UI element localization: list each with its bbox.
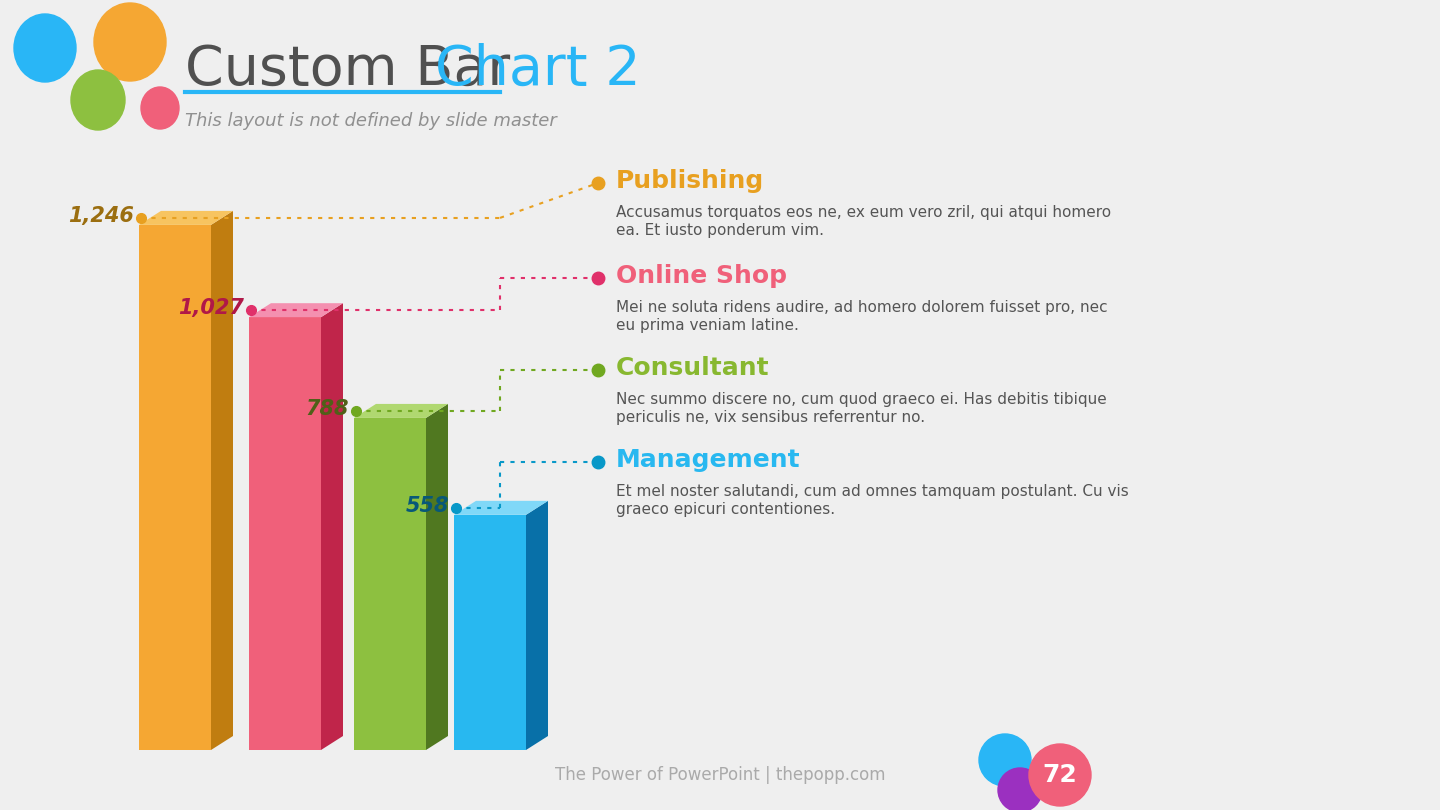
Text: Mei ne soluta ridens audire, ad homero dolorem fuisset pro, nec: Mei ne soluta ridens audire, ad homero d… (616, 300, 1107, 315)
Text: eu prima veniam latine.: eu prima veniam latine. (616, 318, 799, 333)
Polygon shape (426, 404, 448, 750)
Text: 788: 788 (305, 399, 348, 419)
Text: Custom Bar: Custom Bar (184, 43, 528, 97)
Text: The Power of PowerPoint | thepopp.com: The Power of PowerPoint | thepopp.com (554, 766, 886, 784)
Ellipse shape (94, 3, 166, 81)
Polygon shape (454, 501, 549, 515)
Ellipse shape (71, 70, 125, 130)
Text: Management: Management (616, 448, 801, 472)
Text: 72: 72 (1043, 763, 1077, 787)
Polygon shape (526, 501, 549, 750)
Ellipse shape (14, 14, 76, 82)
Text: 1,246: 1,246 (68, 206, 134, 226)
Bar (454, 515, 526, 750)
Text: Chart 2: Chart 2 (435, 43, 641, 97)
Ellipse shape (141, 87, 179, 129)
Polygon shape (212, 211, 233, 750)
Text: Consultant: Consultant (616, 356, 769, 380)
Text: Et mel noster salutandi, cum ad omnes tamquam postulant. Cu vis: Et mel noster salutandi, cum ad omnes ta… (616, 484, 1129, 499)
Bar (140, 225, 212, 750)
Polygon shape (321, 303, 343, 750)
Text: 558: 558 (406, 496, 449, 516)
Text: Publishing: Publishing (616, 169, 765, 193)
Text: Accusamus torquatos eos ne, ex eum vero zril, qui atqui homero: Accusamus torquatos eos ne, ex eum vero … (616, 205, 1112, 220)
Polygon shape (140, 211, 233, 225)
Text: Nec summo discere no, cum quod graeco ei. Has debitis tibique: Nec summo discere no, cum quod graeco ei… (616, 392, 1107, 407)
Ellipse shape (1030, 744, 1092, 806)
Text: graeco epicuri contentiones.: graeco epicuri contentiones. (616, 502, 835, 517)
Text: 1,027: 1,027 (179, 298, 243, 318)
Polygon shape (249, 303, 343, 318)
Text: periculis ne, vix sensibus referrentur no.: periculis ne, vix sensibus referrentur n… (616, 410, 924, 425)
Text: ea. Et iusto ponderum vim.: ea. Et iusto ponderum vim. (616, 223, 824, 238)
Bar (354, 418, 426, 750)
Bar (249, 318, 321, 750)
Text: This layout is not defined by slide master: This layout is not defined by slide mast… (184, 112, 557, 130)
Ellipse shape (998, 768, 1043, 810)
Polygon shape (354, 404, 448, 418)
Ellipse shape (979, 734, 1031, 786)
Text: Online Shop: Online Shop (616, 264, 788, 288)
